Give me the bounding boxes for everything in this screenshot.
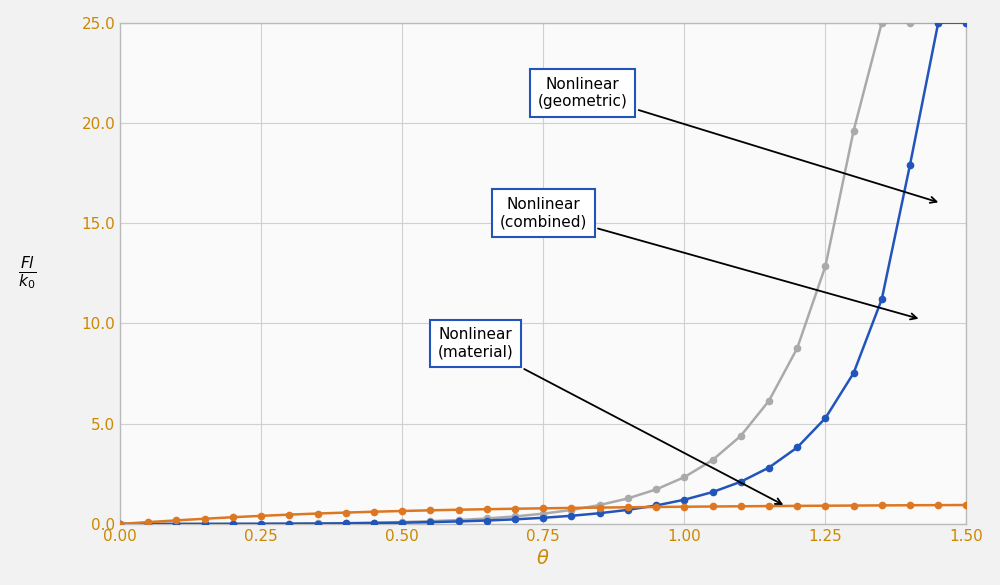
X-axis label: $\theta$: $\theta$: [536, 549, 550, 569]
Text: $\frac{Fl}{k_0}$: $\frac{Fl}{k_0}$: [18, 254, 36, 292]
Text: Nonlinear
(combined): Nonlinear (combined): [500, 197, 917, 319]
Text: Nonlinear
(material): Nonlinear (material): [438, 327, 782, 504]
Text: Nonlinear
(geometric): Nonlinear (geometric): [538, 77, 936, 203]
